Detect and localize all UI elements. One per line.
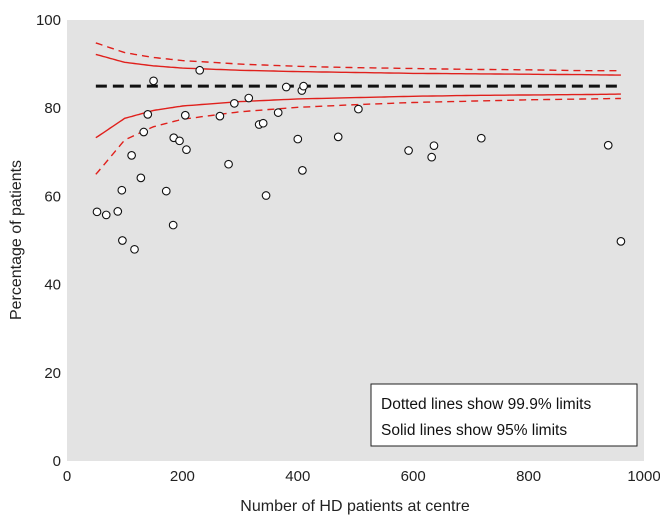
data-point	[258, 118, 268, 128]
y-axis: 0 20 40 60 80 100	[36, 12, 61, 470]
data-point	[180, 110, 190, 120]
data-point	[427, 152, 437, 162]
y-tick-label: 60	[44, 188, 61, 205]
x-tick-label: 200	[170, 468, 195, 485]
upper-999-limit-line	[95, 42, 621, 72]
data-point	[161, 186, 171, 196]
data-point	[333, 132, 343, 142]
data-point	[616, 237, 626, 246]
legend-dotted-label: Dotted lines show 99.9% limits	[381, 396, 591, 413]
data-point	[113, 207, 123, 216]
y-tick-label: 80	[44, 100, 61, 117]
data-point	[476, 133, 486, 143]
y-tick-label: 20	[44, 365, 61, 382]
data-point	[298, 166, 307, 175]
data-point	[261, 191, 271, 200]
data-point	[195, 65, 205, 75]
x-axis: 0 200 400 600 800 1000	[63, 468, 660, 485]
data-point	[299, 81, 308, 91]
data-points	[92, 65, 626, 254]
y-tick-label: 100	[36, 12, 61, 29]
data-point	[101, 210, 111, 220]
data-point	[175, 136, 184, 146]
data-point	[273, 108, 283, 117]
data-point	[136, 173, 146, 183]
data-point	[293, 134, 303, 144]
data-point	[281, 82, 291, 92]
legend-box	[370, 383, 638, 447]
data-point	[149, 76, 158, 86]
x-tick-label: 1000	[627, 468, 660, 485]
y-axis-title: Percentage of patients	[8, 160, 25, 320]
x-tick-label: 0	[63, 468, 71, 485]
x-tick-label: 600	[401, 468, 426, 485]
data-point	[224, 159, 233, 169]
data-point	[244, 93, 254, 103]
data-point	[130, 244, 139, 254]
x-tick-label: 800	[516, 468, 541, 485]
x-tick-label: 400	[285, 468, 310, 485]
data-point	[182, 145, 191, 155]
y-tick-label: 40	[44, 277, 61, 294]
data-point	[603, 140, 613, 150]
data-point	[117, 185, 127, 195]
data-point	[404, 146, 413, 155]
x-axis-title: Number of HD patients at centre	[240, 498, 470, 515]
data-point	[168, 220, 178, 230]
upper-95-limit-line	[95, 53, 621, 76]
data-point	[139, 127, 149, 137]
data-point	[143, 110, 153, 119]
legend-solid-label: Solid lines show 95% limits	[381, 422, 567, 439]
data-point	[118, 236, 127, 245]
data-point	[92, 207, 102, 217]
data-point	[229, 98, 239, 108]
data-point	[429, 141, 439, 151]
legend: Dotted lines show 99.9% limits Solid lin…	[370, 383, 638, 447]
data-point	[127, 151, 136, 160]
data-point	[215, 111, 225, 121]
y-tick-label: 0	[53, 453, 61, 470]
data-point	[354, 104, 363, 114]
